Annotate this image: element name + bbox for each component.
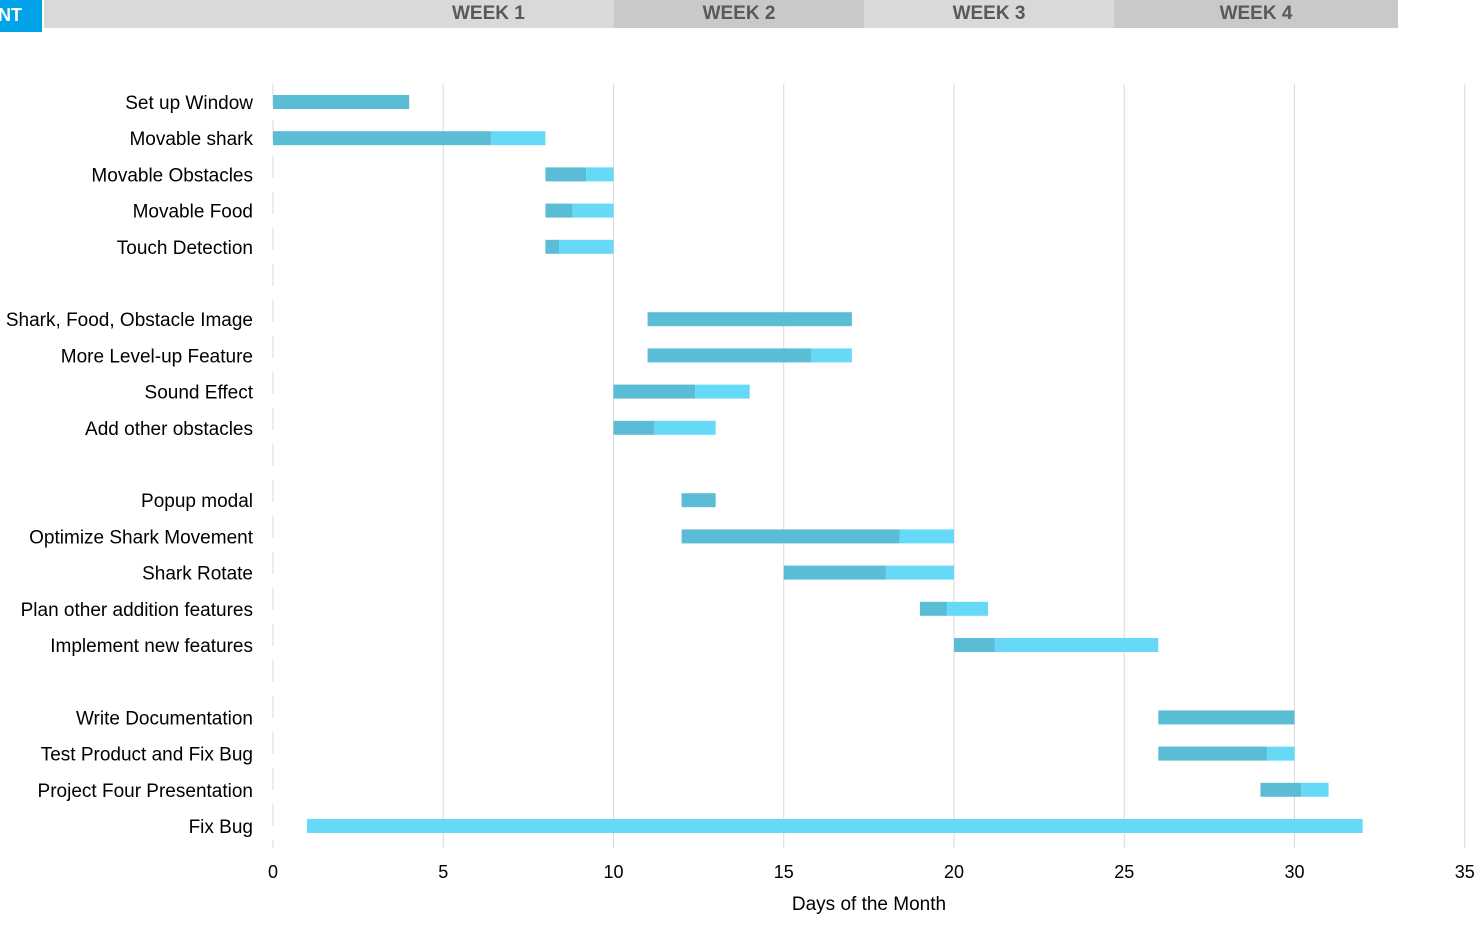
bar-remaining bbox=[586, 167, 614, 182]
x-axis-ticks: 0 5 10 15 20 25 30 35 bbox=[268, 862, 1475, 882]
x-tick-label: 10 bbox=[603, 862, 623, 882]
week-label-3: WEEK 3 bbox=[864, 0, 1114, 28]
bar-completed bbox=[647, 312, 852, 327]
week-label-2: WEEK 2 bbox=[614, 0, 864, 28]
x-tick-label: 15 bbox=[774, 862, 794, 882]
x-tick-label: 20 bbox=[944, 862, 964, 882]
week-label-4: WEEK 4 bbox=[1114, 0, 1398, 28]
bar-remaining bbox=[559, 239, 614, 254]
task-label: Touch Detection bbox=[117, 238, 253, 259]
bar-remaining bbox=[1301, 782, 1329, 797]
bar-remaining bbox=[307, 819, 1363, 833]
bar-remaining bbox=[994, 638, 1159, 652]
task-label: Popup modal bbox=[141, 491, 253, 512]
bar-completed bbox=[1158, 710, 1295, 725]
bar-completed bbox=[919, 601, 948, 616]
x-tick-label: 0 bbox=[268, 862, 278, 882]
task-label: Test Product and Fix Bug bbox=[41, 745, 253, 766]
x-tick-label: 25 bbox=[1114, 862, 1134, 882]
bar-completed bbox=[1260, 782, 1302, 797]
task-label: Sound Effect bbox=[145, 383, 254, 404]
bar-completed bbox=[613, 420, 655, 435]
bar-remaining bbox=[899, 529, 954, 544]
header-tag: NT bbox=[0, 0, 42, 32]
bar-remaining bbox=[947, 601, 989, 616]
task-label: Movable shark bbox=[129, 129, 253, 150]
task-label: Write Documentation bbox=[76, 708, 253, 729]
bar-remaining bbox=[810, 348, 852, 363]
task-label: Shark, Food, Obstacle Image bbox=[6, 310, 253, 331]
bar-completed bbox=[545, 239, 560, 254]
bar-completed bbox=[681, 529, 900, 544]
task-label: Movable Food bbox=[133, 202, 253, 223]
bar-completed bbox=[545, 203, 573, 218]
x-tick-label: 5 bbox=[438, 862, 448, 882]
bar-completed bbox=[273, 131, 491, 146]
bar-completed bbox=[273, 95, 410, 109]
task-label: Optimize Shark Movement bbox=[29, 527, 254, 548]
bar-completed bbox=[954, 638, 995, 652]
grid-lines bbox=[272, 84, 1466, 848]
bar-remaining bbox=[654, 420, 716, 435]
task-label: Project Four Presentation bbox=[38, 781, 253, 802]
bar-remaining bbox=[885, 565, 954, 580]
task-label: Movable Obstacles bbox=[91, 165, 253, 186]
x-axis-label: Days of the Month bbox=[792, 894, 946, 915]
task-label: Add other obstacles bbox=[85, 419, 253, 440]
task-label: Fix Bug bbox=[189, 817, 253, 838]
bar-completed bbox=[1158, 746, 1268, 761]
bar-completed bbox=[681, 493, 716, 508]
bar-remaining bbox=[572, 203, 614, 218]
task-label: Set up Window bbox=[125, 93, 253, 114]
header-tag-text: NT bbox=[0, 5, 22, 25]
task-label: Implement new features bbox=[50, 636, 253, 657]
bar-remaining bbox=[490, 131, 546, 146]
week-label-1: WEEK 1 bbox=[44, 0, 614, 28]
week-header-bar: WEEK 1 WEEK 2 WEEK 3 WEEK 4 bbox=[44, 0, 1398, 28]
task-label: Shark Rotate bbox=[142, 564, 253, 585]
x-tick-label: 35 bbox=[1455, 862, 1475, 882]
x-tick-label: 30 bbox=[1284, 862, 1304, 882]
task-bars bbox=[273, 95, 1363, 833]
bar-completed bbox=[613, 384, 696, 399]
task-label: More Level-up Feature bbox=[61, 346, 253, 367]
bar-completed bbox=[647, 348, 811, 363]
bar-completed bbox=[783, 565, 886, 580]
bar-completed bbox=[545, 167, 587, 182]
task-label: Plan other addition features bbox=[21, 600, 253, 621]
bar-remaining bbox=[1267, 746, 1295, 761]
task-labels: Set up Window Movable shark Movable Obstac… bbox=[6, 93, 254, 838]
bar-remaining bbox=[695, 384, 750, 399]
